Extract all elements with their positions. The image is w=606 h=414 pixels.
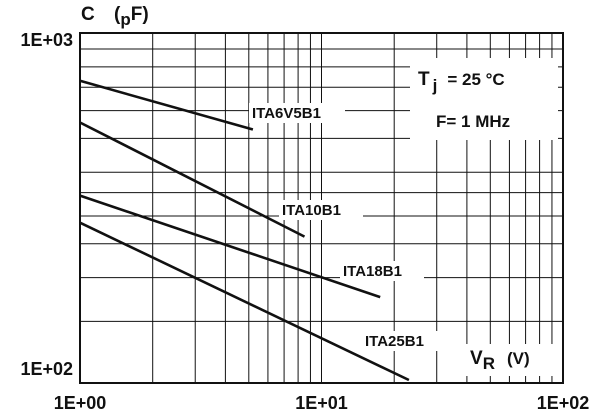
- y-axis-unit-close: F): [131, 4, 149, 25]
- y-axis-unit-open: (: [114, 4, 121, 25]
- conditions-box-bg: [410, 58, 558, 140]
- y-tick-label: 1E+03: [20, 30, 73, 50]
- plot-frame: [79, 32, 564, 384]
- x-tick-label: 1E+02: [537, 393, 590, 413]
- series-group: [79, 79, 410, 382]
- series-label-bg: [362, 331, 446, 351]
- y-axis-main: C: [81, 4, 95, 25]
- y-axis-title: C (pF): [81, 4, 149, 29]
- temperature-symbol: T: [418, 69, 430, 90]
- x-axis-unit: (V): [507, 349, 530, 368]
- series-line-ita10b1: [79, 121, 306, 238]
- series-label-ita25b1: ITA25B1: [365, 333, 424, 350]
- x-axis-title: VR (V): [470, 348, 530, 373]
- series-line-ita25b1: [79, 221, 410, 382]
- series-label-ita10b1: ITA10B1: [282, 202, 341, 219]
- y-axis-unit-sub: p: [120, 10, 130, 29]
- y-tick-label: 1E+02: [20, 359, 73, 379]
- series-label-bg: [340, 261, 424, 281]
- series-line-ita18b1: [79, 194, 381, 299]
- temperature-sub: j: [432, 76, 438, 95]
- series-label-bg: [249, 103, 345, 123]
- x-axis-sub: R: [483, 354, 495, 373]
- series-label-bg: [279, 200, 363, 220]
- series-label-ita18b1: ITA18B1: [343, 263, 402, 280]
- tick-labels: 1E+00 1E+01 1E+02 1E+02 1E+03: [20, 30, 589, 413]
- x-axis-main: V: [470, 348, 483, 369]
- x-tick-label: 1E+00: [54, 393, 107, 413]
- series-labels: ITA6V5B1 ITA10B1 ITA18B1 ITA25B1: [249, 103, 446, 351]
- series-label-ita6v5b1: ITA6V5B1: [252, 105, 321, 122]
- temperature-value: = 25 °C: [447, 70, 504, 89]
- frequency-condition: F= 1 MHz: [436, 112, 510, 131]
- series-line-ita6v5b1: [79, 79, 254, 131]
- x-axis-title-bg: [466, 344, 560, 376]
- x-tick-label: 1E+01: [295, 393, 348, 413]
